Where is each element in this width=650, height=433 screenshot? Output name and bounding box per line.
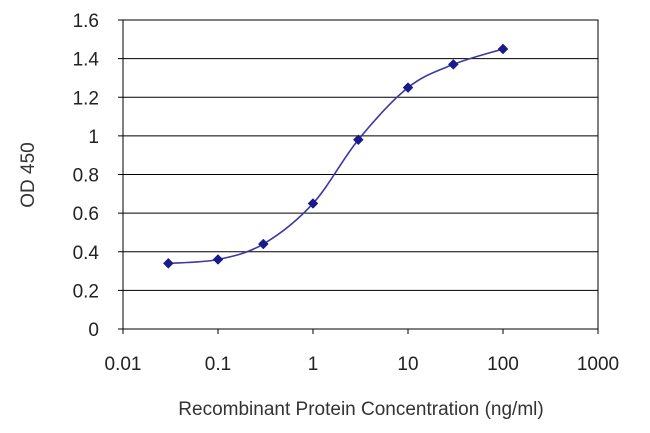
x-axis-title: Recombinant Protein Concentration (ng/ml…	[178, 399, 543, 420]
y-tick-label: 1.2	[73, 88, 99, 109]
y-tick-label: 1.6	[73, 11, 99, 32]
data-point-3	[307, 198, 319, 209]
x-axis-ticks: 0.01 0.1 1 10 100 1000	[105, 329, 619, 375]
data-point-5	[402, 82, 414, 93]
data-point-6	[447, 59, 459, 70]
y-tick-label: 0.2	[73, 281, 99, 302]
gridlines	[123, 19, 598, 291]
y-tick-label: 0.6	[73, 204, 99, 225]
y-tick-label: 0.8	[73, 166, 99, 187]
data-point-1	[212, 254, 224, 265]
data-point-2	[257, 238, 269, 250]
x-tick-label: 0.01	[105, 354, 142, 375]
data-point-7	[497, 43, 509, 55]
data-point-4	[352, 134, 364, 146]
x-tick-label: 10	[397, 354, 418, 375]
data-point-0	[162, 257, 174, 269]
y-tick-label: 0.4	[73, 243, 100, 264]
x-tick-label: 100	[487, 354, 519, 375]
x-tick-label: 0.1	[205, 354, 231, 375]
y-tick-label: 1	[88, 127, 99, 148]
x-tick-label: 1	[308, 354, 319, 375]
y-tick-label: 1.4	[73, 50, 100, 71]
fitted-curve	[168, 48, 504, 265]
y-tick-label: 0	[88, 320, 99, 341]
x-tick-label: 1000	[577, 354, 619, 375]
y-axis-title: OD 450	[18, 142, 39, 207]
data-points	[162, 43, 509, 269]
y-axis-ticks: 0 0.2 0.4 0.6 0.8 1 1.2 1.4 1.6	[73, 11, 123, 341]
